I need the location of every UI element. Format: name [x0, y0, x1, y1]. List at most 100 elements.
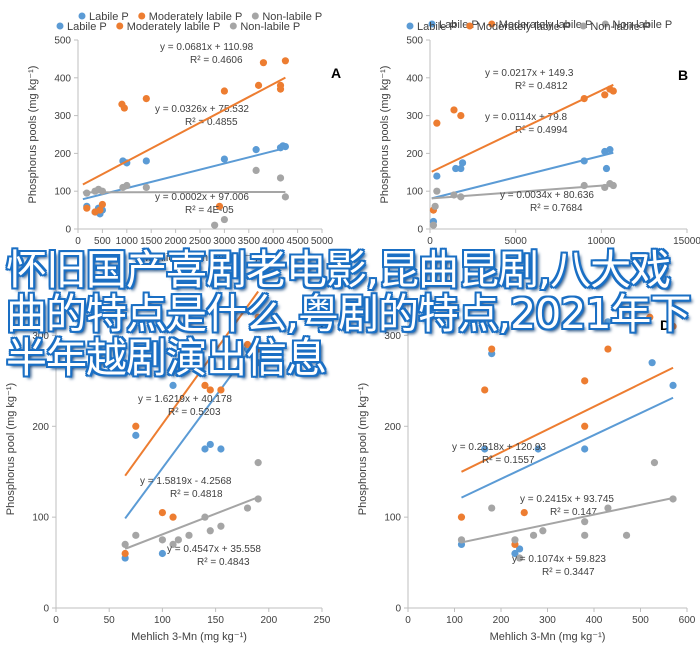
x-tick-label: 200: [260, 615, 277, 626]
data-point: [217, 522, 225, 530]
panel-label: B: [678, 67, 688, 83]
x-tick-label: 0: [75, 236, 81, 247]
trendline: [461, 396, 674, 499]
r-squared-label: R² = 0.4818: [170, 489, 223, 500]
y-tick-label: 500: [406, 36, 423, 47]
data-point: [83, 204, 91, 212]
data-point: [534, 445, 542, 453]
data-point: [433, 172, 441, 180]
data-point: [488, 504, 496, 512]
data-point: [206, 527, 214, 535]
x-tick-label: 200: [493, 615, 510, 626]
overlay-title: 怀旧国产喜剧老电影,昆曲昆剧,八大戏曲的特点是什么,粤剧的特点,2021年下半年…: [6, 246, 691, 382]
data-point: [581, 422, 589, 430]
r-squared-label: R² = 0.4994: [515, 125, 568, 136]
data-point: [158, 536, 166, 544]
trendline-equation: y = 0.2415x + 93.745: [520, 494, 614, 505]
data-point: [604, 345, 612, 353]
data-point: [142, 94, 150, 103]
trendline: [461, 366, 674, 473]
chart-panel-a: 0 500 1000 1500 2000 2500 3000 3500 4000 4500 5000…: [27, 11, 341, 264]
data-point: [601, 91, 609, 99]
x-tick-label: 3000: [213, 236, 236, 247]
y-tick-label: 0: [417, 225, 423, 236]
data-point: [96, 206, 104, 214]
data-point: [648, 359, 656, 367]
y-tick-label: 200: [32, 422, 49, 433]
legend-marker: [116, 22, 124, 30]
r-squared-label: R² = 0.1557: [482, 455, 535, 466]
trendline: [82, 76, 286, 186]
trendline-equation: y = 0.0326x + 75.532: [155, 104, 249, 115]
x-tick-label: 4500: [286, 236, 309, 247]
data-point: [220, 215, 228, 224]
data-point: [142, 183, 150, 192]
data-point: [622, 531, 631, 539]
data-point: [169, 540, 177, 549]
data-point: [201, 513, 209, 521]
legend-entry: Moderately labile P: [477, 21, 571, 33]
y-tick-label: 200: [406, 149, 423, 160]
x-axis-title: Mehlich 3-Mn (mg kg⁻¹): [490, 631, 606, 643]
x-tick-label: 15000: [673, 236, 700, 247]
legend-marker: [406, 22, 414, 30]
trendline-equation: y = 0.0217x + 149.3: [485, 68, 574, 79]
data-point: [457, 513, 466, 521]
legend-entry: Moderately labile P: [127, 21, 221, 33]
legend-entry: Non-labile P: [240, 21, 300, 33]
y-tick-label: 200: [384, 422, 401, 433]
r-squared-label: R² = 0.7684: [530, 203, 583, 214]
data-point: [529, 531, 538, 539]
data-point: [169, 381, 177, 389]
data-point: [98, 200, 106, 209]
y-tick-label: 0: [65, 225, 71, 236]
legend-entry: Moderately labile P: [499, 19, 593, 31]
y-tick-label: 300: [384, 331, 401, 342]
legend-marker: [229, 22, 237, 30]
y-tick-label: 100: [384, 513, 401, 524]
trendline-equation: y = 0.0002x + 97.006: [155, 192, 249, 203]
trendline-equation: y = 0.0034x + 80.636: [500, 190, 594, 201]
data-point: [580, 181, 588, 190]
legend-marker: [601, 20, 609, 28]
x-tick-label: 2000: [164, 236, 187, 247]
y-axis-title: Phosphorus pools (mg kg⁻¹): [379, 66, 391, 204]
y-tick-label: 300: [32, 331, 49, 342]
data-point: [206, 386, 214, 394]
x-tick-label: 400: [586, 615, 603, 626]
data-point: [98, 187, 106, 195]
data-point: [520, 508, 528, 517]
x-tick-label: 0: [405, 615, 411, 626]
y-tick-label: 300: [406, 111, 423, 122]
data-point: [215, 202, 224, 210]
data-point: [433, 119, 441, 127]
data-point: [604, 318, 612, 326]
data-point: [211, 221, 219, 229]
trendline-equation: y = 1.5819x - 4.2568: [140, 476, 232, 487]
legend-entry: Non-labile P: [612, 19, 672, 31]
data-point: [220, 87, 228, 95]
data-point: [201, 445, 209, 453]
data-point: [121, 540, 129, 549]
legend-marker: [56, 22, 64, 30]
r-squared-label: R² = 0.3447: [542, 567, 595, 578]
trendline: [124, 496, 259, 550]
data-point: [581, 445, 589, 453]
x-tick-label: 500: [94, 236, 111, 247]
data-point: [185, 531, 193, 539]
data-point: [206, 440, 214, 449]
y-tick-label: 400: [406, 73, 423, 84]
x-tick-label: 1000: [116, 236, 139, 247]
trendline: [461, 497, 674, 544]
data-point: [457, 193, 465, 201]
data-point: [243, 340, 252, 349]
data-point: [450, 106, 458, 114]
legend-marker: [251, 12, 259, 20]
r-squared-label: R² = 0.4606: [190, 55, 243, 66]
data-point: [650, 459, 659, 467]
legend-entry: Non-labile P: [590, 21, 650, 33]
data-point: [646, 313, 654, 321]
data-point: [433, 187, 441, 195]
data-point: [217, 445, 225, 453]
chart-panel-b: 0 5000 10000 15000 0 100 200 300 400 500 Phosphoru…: [379, 19, 700, 247]
